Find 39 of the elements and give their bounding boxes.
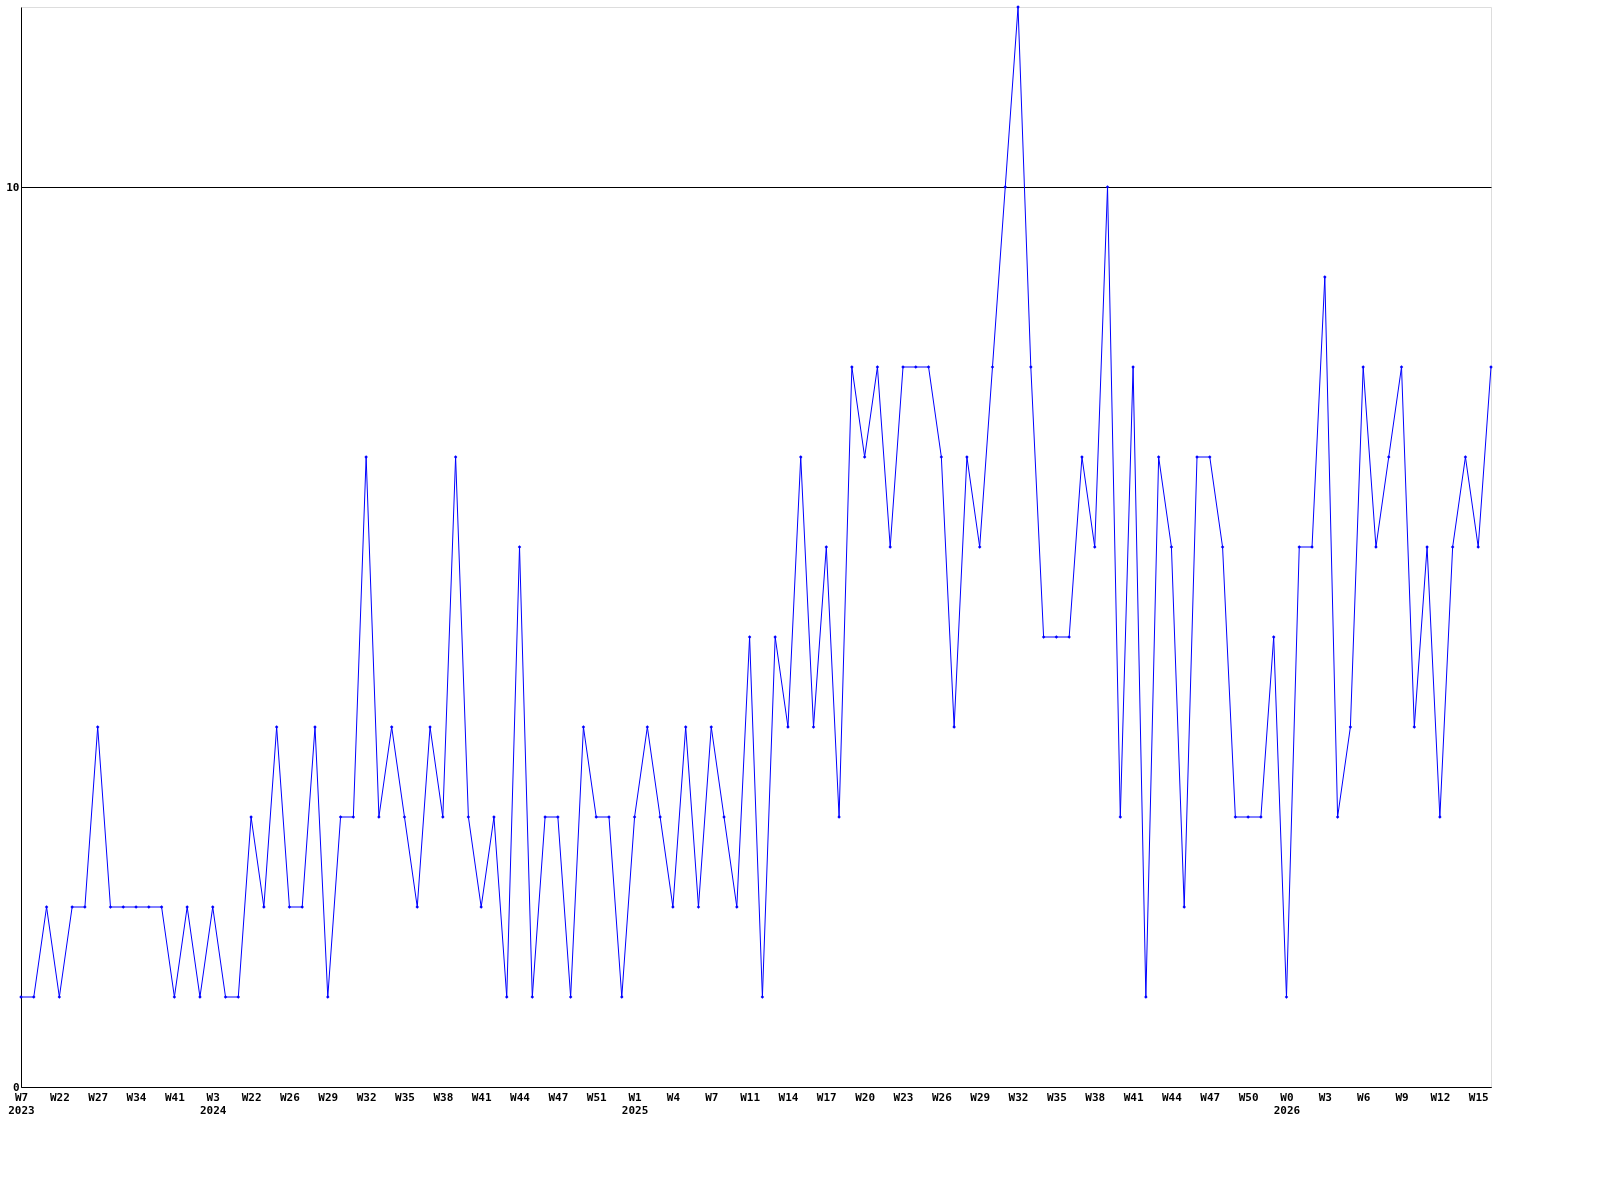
x-tick-label: W1 2025 — [621, 1090, 649, 1117]
x-tick-label: W34 — [126, 1090, 147, 1104]
x-tick-label: W44 — [1162, 1090, 1183, 1104]
x-tick-label: W12 — [1430, 1090, 1451, 1104]
x-tick-label: W47 — [1200, 1090, 1221, 1104]
x-tick-label: W38 — [1085, 1090, 1106, 1104]
x-tick-label: W26 — [931, 1090, 953, 1104]
x-tick-label: W27 — [88, 1090, 109, 1104]
x-tick-label: W14 — [778, 1090, 799, 1104]
x-tick-label: W41 — [1123, 1090, 1144, 1104]
x-tick-label: W26 — [280, 1090, 301, 1104]
x-tick-label: W32 — [356, 1090, 377, 1104]
x-tick-label: W29 — [970, 1090, 991, 1104]
x-tick-label: W22 — [49, 1090, 70, 1104]
x-tick-label: W29 — [318, 1090, 339, 1104]
x-tick-label: W15 — [1468, 1090, 1489, 1104]
x-tick-label: W38 — [433, 1090, 454, 1104]
x-tick-label: W51 — [586, 1090, 608, 1104]
x-tick-label: W32 — [1008, 1090, 1029, 1104]
x-tick-label: W11 — [740, 1090, 761, 1104]
x-tick-label: W23 — [893, 1090, 914, 1104]
x-tick-label: W35 — [1046, 1090, 1067, 1104]
x-tick-label: W44 — [510, 1090, 531, 1104]
x-tick-label: W22 — [241, 1090, 262, 1104]
x-tick-label: W41 — [471, 1090, 492, 1104]
x-tick-label: W47 — [548, 1090, 569, 1104]
y-tick-label: 10 — [6, 180, 20, 194]
x-tick-label: W7 — [705, 1090, 719, 1104]
x-tick-label: W20 — [855, 1090, 876, 1104]
x-tick-label: W0 2026 — [1273, 1090, 1301, 1117]
x-tick-label: W3 2024 — [199, 1090, 227, 1117]
x-tick-label: W3 — [1318, 1090, 1332, 1104]
x-tick-label: W41 — [164, 1090, 186, 1104]
x-tick-label: W50 — [1238, 1090, 1259, 1104]
x-tick-label: W4 — [666, 1090, 681, 1104]
x-tick-label: W9 — [1395, 1090, 1409, 1104]
x-tick-label: W17 — [816, 1090, 837, 1104]
x-tick-label: W35 — [395, 1090, 415, 1104]
x-tick-label: W6 — [1357, 1090, 1371, 1104]
